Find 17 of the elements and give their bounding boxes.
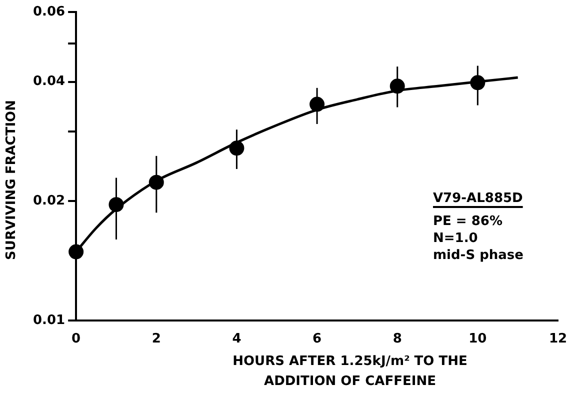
annotation: mid-S phase xyxy=(433,247,524,264)
x-tick-label: 4 xyxy=(232,332,242,347)
annotation: N=1.0 xyxy=(433,230,479,247)
y-tick-label: 0.06 xyxy=(32,4,66,20)
y-axis-title: SURVIVING FRACTION xyxy=(4,100,19,260)
x-tick-label: 8 xyxy=(392,332,402,347)
x-tick-label: 12 xyxy=(548,332,568,347)
y-tick-label: 0.02 xyxy=(32,193,66,208)
annotation: PE = 86% xyxy=(433,213,504,230)
x-tick-label: 0 xyxy=(72,332,81,347)
x-axis-title: HOURS AFTER 1.25kJ/m² TO THE ADDITION OF CAFFEINE xyxy=(232,353,468,391)
y-tick-label: 0.01 xyxy=(32,312,66,328)
x-tick-label: 2 xyxy=(152,332,161,347)
x-tick-label: 6 xyxy=(312,332,322,347)
annotation: V79-AL885D xyxy=(433,190,524,207)
y-tick-label: 0.04 xyxy=(32,74,66,90)
x-tick-label: 10 xyxy=(468,332,487,347)
